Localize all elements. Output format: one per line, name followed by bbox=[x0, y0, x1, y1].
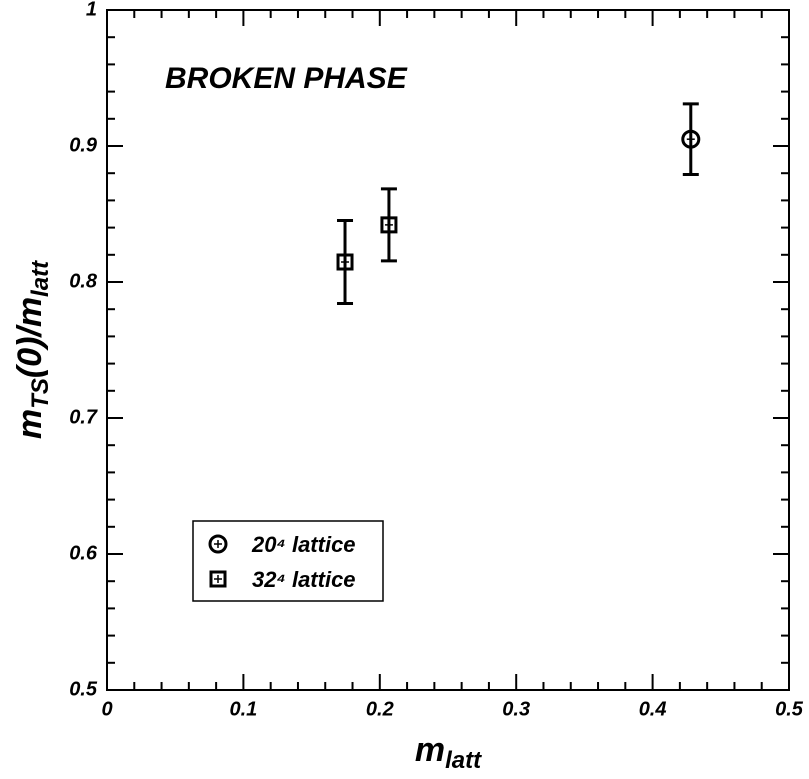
legend-marker bbox=[209, 570, 227, 588]
x-tick-label: 0.2 bbox=[366, 698, 394, 720]
y-axis-label-part: m bbox=[11, 409, 49, 439]
y-axis-label-part: (0)/m bbox=[11, 297, 49, 378]
y-axis-label: mTS(0)/mlatt bbox=[11, 260, 54, 439]
y-tick-label: 0.5 bbox=[69, 678, 98, 700]
x-tick-label: 0.5 bbox=[775, 698, 804, 720]
point-marker bbox=[336, 253, 354, 271]
x-tick-label: 0.4 bbox=[639, 698, 667, 720]
plot-frame bbox=[106, 9, 790, 691]
y-tick-label: 1 bbox=[86, 0, 97, 20]
point-marker bbox=[681, 129, 701, 149]
y-tick-label: 0.9 bbox=[69, 134, 98, 156]
point-marker bbox=[380, 216, 398, 234]
x-tick-label: 0 bbox=[101, 698, 112, 720]
y-tick-label: 0.7 bbox=[69, 406, 98, 428]
y-axis-label-part: latt bbox=[27, 260, 54, 297]
y-tick-label: 0.8 bbox=[69, 270, 98, 292]
legend-label: 32⁴ lattice bbox=[252, 567, 356, 592]
x-axis-label-part: m bbox=[415, 731, 445, 769]
legend-marker bbox=[208, 534, 228, 554]
y-axis-label-part: TS bbox=[27, 378, 54, 409]
legend-box bbox=[192, 520, 384, 602]
x-axis-label-part: latt bbox=[445, 747, 482, 774]
legend-label: 20⁴ lattice bbox=[251, 532, 356, 557]
x-tick-label: 0.1 bbox=[229, 698, 257, 720]
x-tick-label: 0.3 bbox=[502, 698, 530, 720]
y-tick-label: 0.6 bbox=[69, 542, 98, 564]
annotation: BROKEN PHASE bbox=[165, 62, 408, 95]
x-axis-label: mlatt bbox=[415, 731, 482, 774]
